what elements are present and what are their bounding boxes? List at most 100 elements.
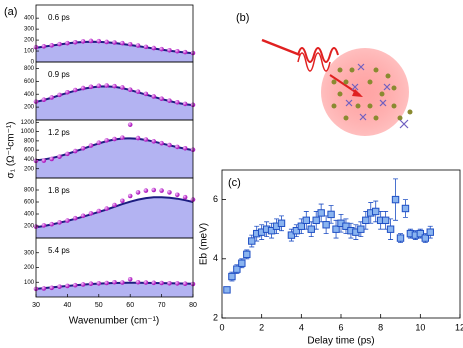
data-point	[72, 87, 78, 93]
data-point	[96, 140, 102, 146]
data-point	[120, 135, 125, 140]
data-point	[167, 98, 172, 103]
x-tick-label: 30	[32, 302, 40, 309]
data-point	[120, 85, 125, 90]
data-point	[159, 280, 164, 286]
data-point	[182, 49, 188, 55]
y-tick-label: 6	[213, 194, 218, 204]
data-point	[127, 277, 133, 282]
data-point	[41, 158, 47, 163]
data-point	[302, 216, 310, 225]
data-point	[127, 193, 133, 199]
data-point	[391, 195, 400, 204]
data-point	[120, 280, 125, 285]
data-point	[104, 39, 109, 45]
data-point	[96, 83, 102, 89]
data-point	[277, 219, 286, 227]
y-tick-label: 4	[213, 253, 218, 263]
data-point	[175, 99, 180, 105]
data-point	[292, 226, 301, 235]
data-point	[322, 221, 330, 229]
data-point	[426, 228, 434, 236]
x-tick-label: 8	[378, 322, 383, 332]
data-point	[112, 83, 117, 89]
y-tick-label: 200	[24, 265, 35, 271]
data-point	[104, 206, 109, 211]
data-point	[80, 146, 86, 151]
data-point	[175, 281, 180, 286]
y-tick-label: 600	[24, 148, 35, 154]
y-tick-label: 200	[24, 105, 35, 111]
y-tick-label: 300	[24, 250, 35, 256]
data-point	[182, 146, 188, 151]
data-point	[159, 46, 164, 52]
data-point	[182, 101, 188, 107]
y-tick-label: 400	[24, 157, 35, 163]
data-point	[49, 221, 54, 227]
data-point	[49, 43, 54, 48]
data-point	[312, 216, 320, 225]
data-point	[151, 94, 157, 99]
data-point	[72, 282, 78, 288]
x-tick-label: 2	[259, 322, 264, 332]
data-point	[362, 216, 370, 225]
y-tick-label: 400	[24, 212, 35, 218]
x-tick-label: 12	[455, 322, 463, 332]
data-point	[57, 92, 62, 98]
y-tick-label: 1200	[21, 120, 35, 126]
y-tick-label: 800	[24, 66, 35, 72]
panel-label: (c)	[228, 177, 241, 189]
data-point	[96, 281, 102, 286]
data-point	[96, 208, 102, 214]
y-tick-label: 400	[24, 16, 35, 22]
data-point	[104, 83, 109, 88]
data-point	[135, 89, 141, 94]
panel-label: (b)	[236, 12, 249, 24]
data-point	[143, 91, 149, 97]
data-point	[41, 223, 47, 228]
data-point	[223, 286, 231, 294]
data-point	[127, 87, 133, 93]
data-point	[167, 142, 172, 148]
x-axis-label: Wavenumber (cm⁻¹)	[69, 316, 159, 327]
x-tick-label: 6	[338, 322, 343, 332]
data-point	[112, 136, 117, 142]
data-point	[65, 89, 70, 95]
data-point	[88, 143, 94, 148]
data-point	[175, 144, 180, 150]
data-point	[175, 48, 180, 54]
annotation: 0.6 ps	[48, 13, 70, 22]
x-tick-label: 80	[189, 302, 197, 309]
data-point	[57, 284, 62, 289]
data-point	[143, 137, 149, 142]
data-point	[72, 148, 78, 154]
y-tick-label: 100	[24, 280, 35, 286]
data-point	[88, 281, 94, 287]
data-point	[159, 96, 164, 102]
annotation: 0.9 ps	[48, 70, 70, 79]
data-point	[332, 225, 340, 233]
x-tick-label: 70	[158, 302, 166, 309]
data-point	[80, 85, 86, 91]
plot-frame	[221, 169, 461, 319]
data-point	[96, 38, 102, 44]
data-point	[233, 265, 241, 273]
data-point	[238, 259, 246, 267]
annotation: 1.2 ps	[48, 128, 70, 137]
data-point	[88, 211, 94, 216]
fit-area	[36, 138, 193, 178]
data-point	[342, 222, 350, 230]
data-point	[267, 226, 276, 235]
data-point	[120, 198, 125, 204]
data-point	[120, 40, 125, 46]
y-tick-label: 2	[213, 312, 218, 322]
data-point	[151, 280, 157, 286]
data-point	[182, 281, 188, 287]
data-point	[143, 280, 149, 285]
data-point	[72, 39, 78, 45]
data-point	[72, 215, 78, 221]
data-point	[127, 122, 133, 127]
y-tick-label: 800	[24, 138, 35, 144]
y-tick-label: 200	[24, 38, 35, 44]
